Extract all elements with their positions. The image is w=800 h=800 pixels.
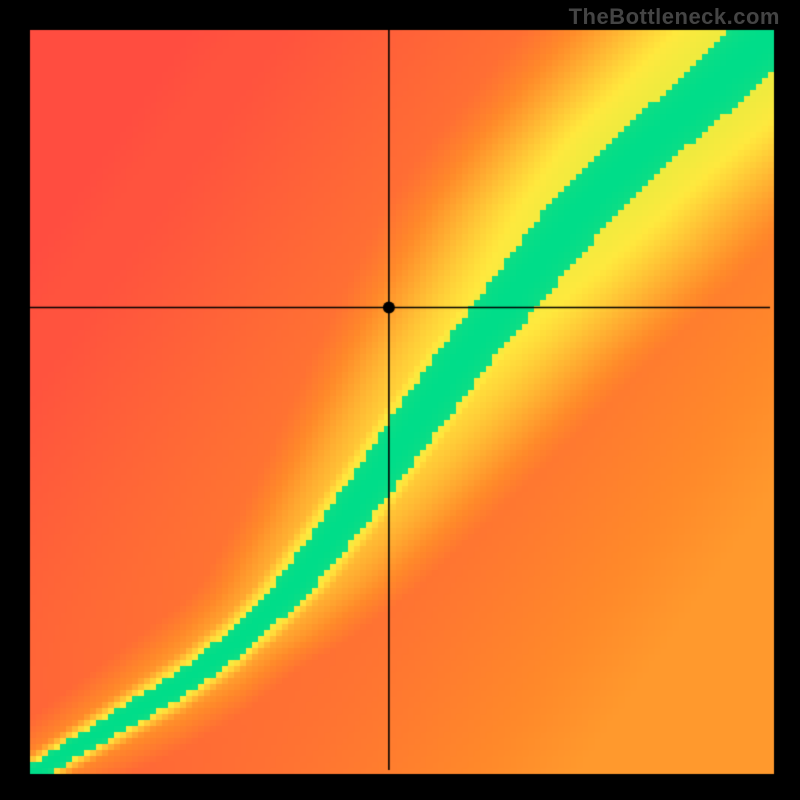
bottleneck-chart-container: TheBottleneck.com [0,0,800,800]
watermark-label: TheBottleneck.com [569,4,780,30]
heatmap-canvas [0,0,800,800]
